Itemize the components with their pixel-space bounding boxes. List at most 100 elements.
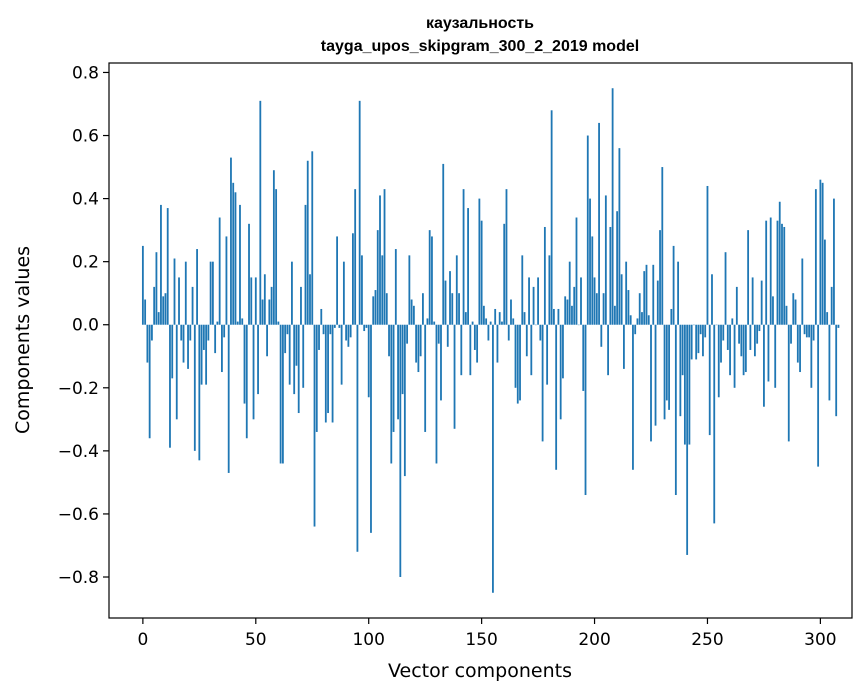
bar-112	[394, 249, 397, 325]
bar-147	[473, 324, 476, 350]
bar-279	[772, 296, 774, 325]
bar-245	[695, 324, 698, 360]
bar-267	[744, 324, 747, 373]
bar-167	[519, 324, 521, 401]
bar-63	[284, 324, 287, 354]
bar-298	[814, 189, 817, 325]
bar-85	[333, 324, 336, 328]
bar-261	[731, 318, 734, 325]
chart-subtitle: tayga_upos_skipgram_300_2_2019 model	[321, 38, 639, 55]
bar-122	[417, 324, 420, 373]
bar-152	[485, 318, 488, 325]
bar-28	[205, 324, 208, 385]
bar-236	[674, 324, 677, 496]
bar-57	[270, 286, 273, 325]
bar-27	[202, 324, 205, 350]
bar-66	[291, 261, 293, 325]
bar-302	[824, 239, 826, 325]
bar-75	[311, 151, 314, 325]
y-tick-label: −0.2	[58, 379, 99, 399]
bar-141	[460, 324, 463, 376]
bar-2	[146, 324, 149, 363]
bar-124	[422, 293, 424, 325]
bar-121	[415, 324, 418, 363]
bar-188	[566, 299, 569, 325]
bar-3	[148, 324, 151, 439]
bar-41	[234, 192, 237, 325]
bar-190	[571, 305, 573, 325]
bar-187	[564, 296, 567, 325]
bar-173	[532, 286, 535, 325]
bar-280	[774, 324, 777, 388]
bar-183	[555, 324, 558, 470]
bar-153	[487, 324, 490, 341]
bar-285	[785, 305, 788, 325]
bar-14	[173, 258, 176, 325]
bar-97	[361, 255, 363, 325]
bar-204	[602, 293, 605, 325]
bar-24	[196, 249, 198, 325]
bar-36	[223, 324, 226, 338]
bar-288	[792, 293, 795, 325]
bar-6	[155, 252, 158, 325]
bar-151	[482, 305, 485, 325]
bar-194	[580, 277, 582, 325]
bar-171	[528, 277, 530, 325]
bar-216	[629, 315, 632, 325]
bar-78	[318, 324, 320, 350]
bar-114	[399, 324, 402, 577]
bar-35	[221, 324, 223, 373]
bar-226	[652, 264, 655, 325]
bar-103	[374, 290, 377, 325]
bar-300	[819, 179, 822, 325]
bar-220	[638, 293, 641, 325]
bar-264	[738, 324, 740, 344]
bar-270	[751, 277, 754, 325]
plot-frame	[108, 62, 853, 619]
bar-149	[478, 198, 481, 325]
bar-43	[239, 204, 241, 325]
bar-65	[288, 324, 291, 385]
bar-235	[672, 245, 675, 325]
bar-158	[498, 312, 501, 325]
bar-282	[778, 201, 781, 325]
bar-186	[562, 324, 564, 379]
x-tick-label: 0	[137, 630, 148, 650]
bar-83	[329, 324, 332, 335]
bar-180	[548, 255, 551, 325]
bar-265	[740, 324, 743, 357]
bar-34	[218, 217, 221, 325]
bar-233	[668, 324, 670, 410]
bar-218	[634, 324, 637, 335]
bar-213	[623, 324, 625, 369]
bar-47	[248, 223, 250, 325]
bar-92	[349, 324, 352, 338]
bar-209	[613, 305, 616, 325]
bar-146	[471, 321, 474, 325]
bar-30	[209, 261, 212, 325]
x-tick-label: 200	[578, 630, 610, 650]
bars-group	[141, 88, 840, 593]
bar-52	[259, 100, 262, 325]
bar-72	[304, 204, 307, 325]
bar-100	[367, 324, 370, 398]
bar-179	[546, 324, 549, 385]
bar-219	[636, 318, 639, 325]
bar-69	[297, 324, 300, 414]
bar-93	[352, 233, 354, 325]
bar-205	[604, 195, 607, 325]
bar-79	[320, 308, 323, 325]
bar-159	[501, 321, 503, 325]
bar-271	[753, 324, 756, 357]
bar-31	[211, 261, 214, 325]
bar-10	[164, 293, 167, 325]
bar-255	[717, 324, 720, 398]
bar-38	[227, 324, 230, 473]
bar-33	[216, 321, 219, 325]
y-tick-label: 0.0	[72, 316, 99, 336]
bar-13	[171, 324, 174, 379]
bar-240	[683, 324, 686, 445]
bar-42	[236, 321, 239, 325]
bar-246	[697, 324, 700, 354]
bar-126	[426, 318, 429, 325]
